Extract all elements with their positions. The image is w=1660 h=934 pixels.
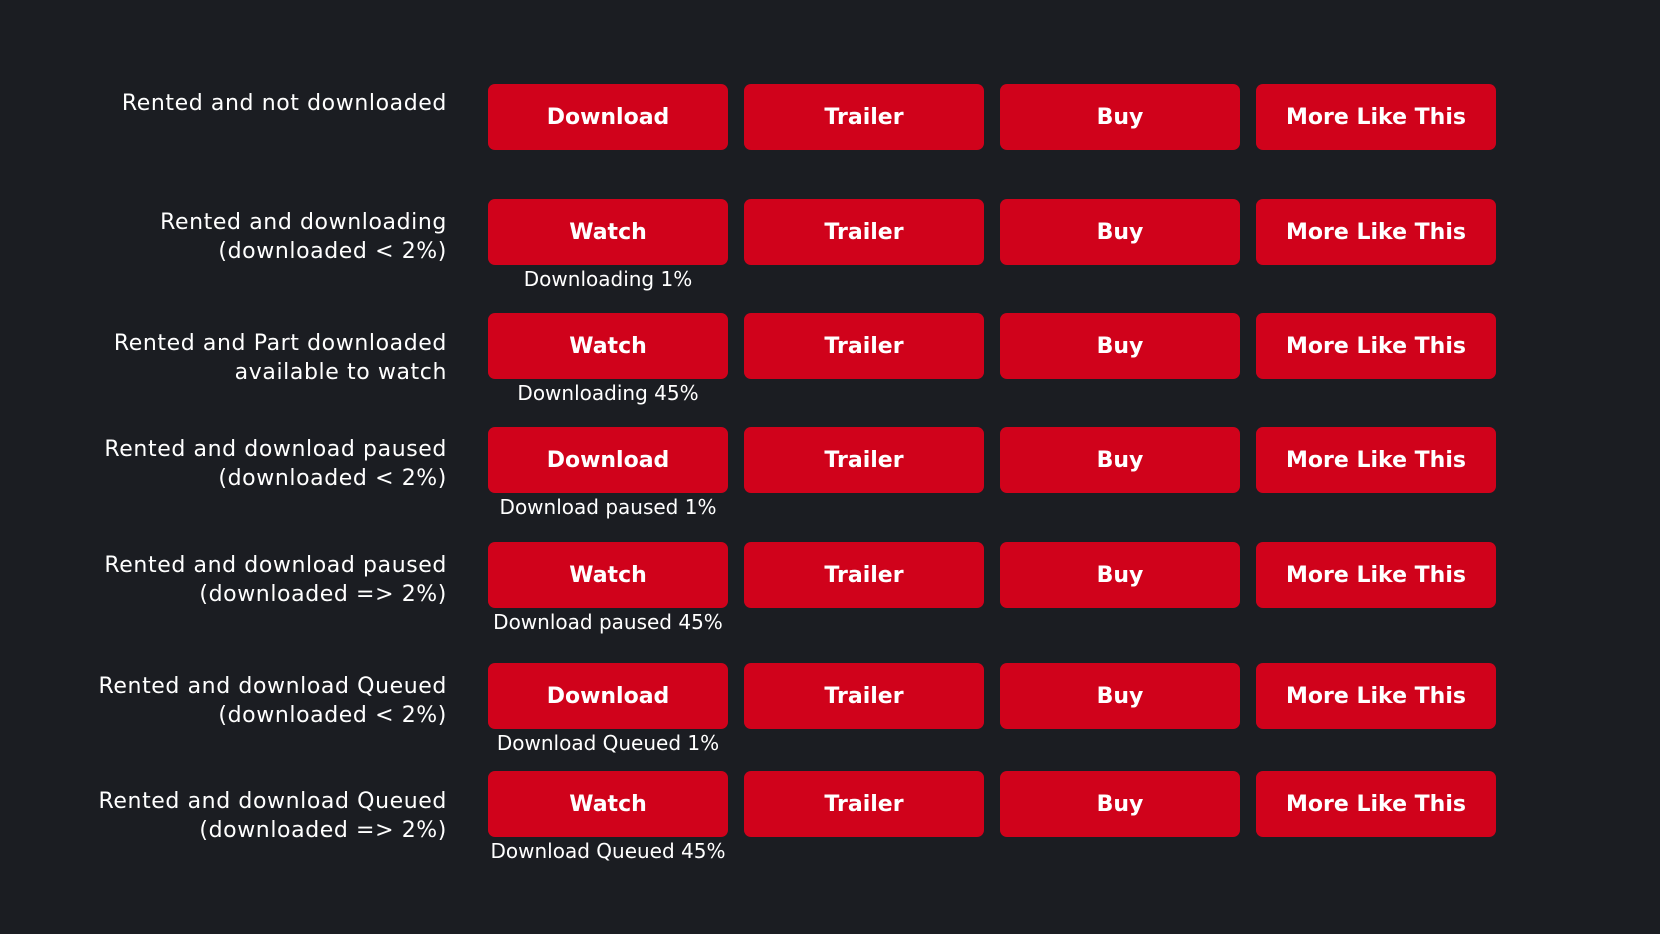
trailer-button[interactable]: Trailer (744, 771, 984, 837)
state-row-queued-over-2: Rented and download Queued (downloaded =… (0, 771, 1660, 863)
more-like-this-button[interactable]: More Like This (1256, 427, 1496, 493)
watch-button[interactable]: Watch (488, 771, 728, 837)
download-status: Downloading 1% (523, 267, 693, 291)
buy-button[interactable]: Buy (1000, 199, 1240, 265)
state-label: Rented and download paused (downloaded <… (104, 437, 447, 491)
state-label: Rented and download paused (downloaded =… (104, 553, 447, 607)
more-like-this-button[interactable]: More Like This (1256, 663, 1496, 729)
watch-button[interactable]: Watch (488, 199, 728, 265)
watch-button[interactable]: Watch (488, 313, 728, 379)
trailer-button[interactable]: Trailer (744, 84, 984, 150)
state-row-paused-over-2: Rented and download paused (downloaded =… (0, 542, 1660, 634)
more-like-this-button[interactable]: More Like This (1256, 542, 1496, 608)
state-label: Rented and Part downloaded available to … (113, 331, 447, 385)
download-button[interactable]: Download (488, 663, 728, 729)
state-label: Rented and not downloaded (121, 91, 447, 116)
buy-button[interactable]: Buy (1000, 313, 1240, 379)
state-row-downloading: Rented and downloading (downloaded < 2%)… (0, 199, 1660, 291)
download-status: Download paused 1% (499, 495, 717, 519)
download-button[interactable]: Download (488, 84, 728, 150)
state-row-part-downloaded: Rented and Part downloaded available to … (0, 313, 1660, 405)
buy-button[interactable]: Buy (1000, 663, 1240, 729)
trailer-button[interactable]: Trailer (744, 199, 984, 265)
download-status: Download paused 45% (493, 610, 723, 634)
more-like-this-button[interactable]: More Like This (1256, 313, 1496, 379)
state-row-queued-under-2: Rented and download Queued (downloaded <… (0, 663, 1660, 755)
download-status: Download Queued 1% (496, 731, 720, 755)
download-status: Download Queued 45% (490, 839, 726, 863)
buy-button[interactable]: Buy (1000, 84, 1240, 150)
state-label: Rented and download Queued (downloaded =… (98, 789, 447, 843)
watch-button[interactable]: Watch (488, 542, 728, 608)
state-row-not-downloaded: Rented and not downloaded Download Trail… (0, 84, 1660, 150)
buy-button[interactable]: Buy (1000, 542, 1240, 608)
trailer-button[interactable]: Trailer (744, 313, 984, 379)
more-like-this-button[interactable]: More Like This (1256, 771, 1496, 837)
more-like-this-button[interactable]: More Like This (1256, 84, 1496, 150)
state-label: Rented and download Queued (downloaded <… (98, 674, 447, 728)
buy-button[interactable]: Buy (1000, 771, 1240, 837)
more-like-this-button[interactable]: More Like This (1256, 199, 1496, 265)
trailer-button[interactable]: Trailer (744, 663, 984, 729)
state-label: Rented and downloading (downloaded < 2%) (160, 210, 447, 264)
trailer-button[interactable]: Trailer (744, 427, 984, 493)
download-button[interactable]: Download (488, 427, 728, 493)
state-row-paused-under-2: Rented and download paused (downloaded <… (0, 427, 1660, 519)
download-status: Downloading 45% (517, 381, 699, 405)
buy-button[interactable]: Buy (1000, 427, 1240, 493)
trailer-button[interactable]: Trailer (744, 542, 984, 608)
